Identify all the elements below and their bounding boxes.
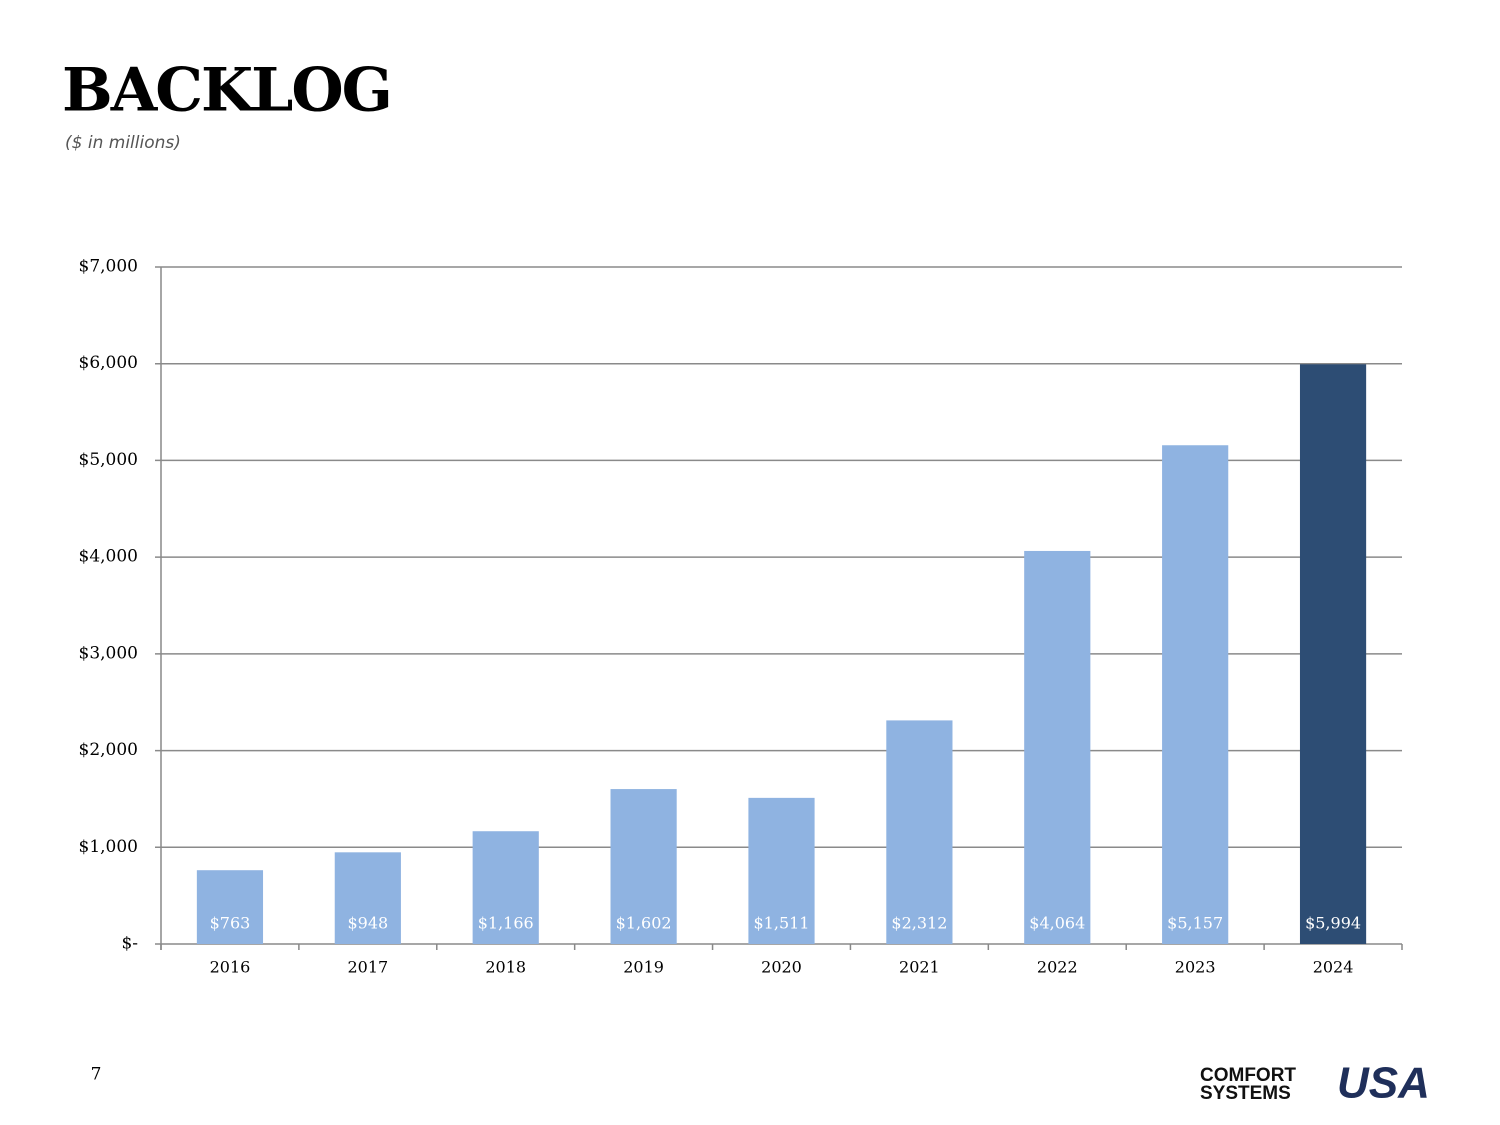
x-tick-label: 2018	[485, 958, 526, 977]
y-tick-label: $2,000	[79, 740, 138, 760]
value-label: $948	[347, 914, 388, 933]
bar	[748, 797, 815, 944]
logo-line: SYSTEMS	[1200, 1083, 1291, 1104]
logo: COMFORT SYSTEMS USA	[1200, 1059, 1430, 1108]
y-tick-label: $5,000	[79, 450, 138, 470]
x-tick-label: 2016	[210, 958, 251, 977]
x-tick-label: 2020	[761, 958, 802, 977]
logo-line: COMFORT	[1200, 1065, 1296, 1086]
value-label: $1,166	[478, 914, 534, 933]
y-tick-label: $6,000	[79, 353, 138, 373]
x-tick-label: 2023	[1175, 958, 1216, 977]
x-tick-label: 2019	[623, 958, 664, 977]
y-tick-label: $4,000	[79, 547, 138, 567]
value-label: $2,312	[891, 914, 947, 933]
bar	[472, 831, 539, 944]
slide-title: BACKLOG	[62, 56, 391, 126]
x-tick-label: 2017	[347, 958, 388, 977]
bar	[610, 789, 677, 944]
value-label: $1,511	[754, 914, 810, 933]
value-label: $1,602	[616, 914, 672, 933]
x-tick-label: 2024	[1313, 958, 1354, 977]
value-label: $763	[210, 914, 251, 933]
page-number: 7	[91, 1065, 102, 1085]
bar	[886, 720, 953, 944]
value-label: $4,064	[1029, 914, 1085, 933]
x-tick-label: 2022	[1037, 958, 1078, 977]
value-label: $5,994	[1305, 914, 1361, 933]
bar	[1299, 364, 1367, 945]
bar	[1162, 445, 1229, 944]
y-tick-label: $7,000	[79, 257, 138, 277]
bar	[196, 870, 264, 944]
y-tick-label: $-	[121, 934, 138, 954]
y-tick-label: $1,000	[79, 837, 138, 857]
bar	[334, 852, 401, 944]
slide-subtitle: ($ in millions)	[65, 133, 181, 153]
value-label: $5,157	[1167, 914, 1223, 933]
x-tick-label: 2021	[899, 958, 940, 977]
bar	[1024, 550, 1091, 944]
logo-mark: USA	[1337, 1059, 1430, 1108]
y-tick-label: $3,000	[79, 643, 138, 663]
